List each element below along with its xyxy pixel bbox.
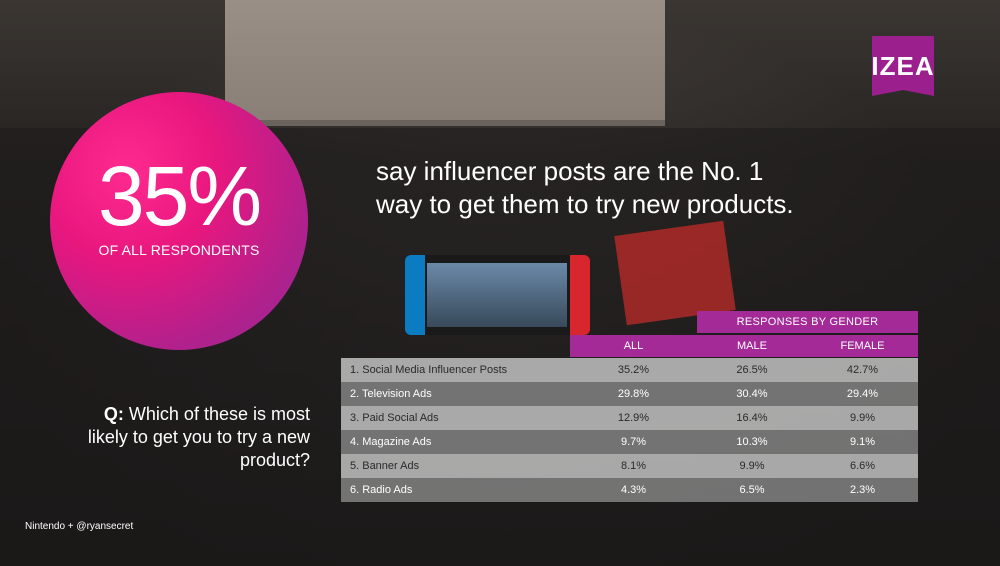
- row-label: 5. Banner Ads: [350, 460, 420, 472]
- column-header-male: MALE: [697, 335, 807, 357]
- row-label: 4. Magazine Ads: [350, 436, 432, 448]
- survey-question: Q: Which of these is most likely to get …: [60, 403, 310, 472]
- cell-male: 10.3%: [736, 436, 768, 448]
- cell-male: 16.4%: [736, 412, 768, 424]
- cell-all: 9.7%: [620, 436, 647, 448]
- column-header-all: ALL: [570, 335, 697, 357]
- question-text: Which of these is most likely to get you…: [87, 404, 310, 470]
- cell-male: 9.9%: [739, 460, 765, 472]
- game-console-illustration: [405, 255, 590, 335]
- cell-all: 4.3%: [620, 484, 647, 496]
- table-row: 3. Paid Social Ads 12.9% 16.4% 9.9%: [341, 406, 918, 430]
- column-headers: ALL MALE FEMALE: [341, 335, 918, 357]
- gender-group-header: RESPONSES BY GENDER: [697, 311, 918, 333]
- izea-logo: IZEA: [872, 36, 934, 96]
- stat-circle: 35% OF ALL RESPONDENTS: [50, 92, 308, 350]
- row-label: 2. Television Ads: [350, 388, 432, 400]
- headline: say influencer posts are the No. 1 way t…: [376, 156, 794, 219]
- table-body: 1. Social Media Influencer Posts 35.2% 2…: [341, 358, 918, 502]
- row-label: 3. Paid Social Ads: [350, 412, 439, 424]
- question-prefix: Q:: [103, 404, 124, 424]
- photo-credit: Nintendo + @ryansecret: [25, 521, 134, 532]
- game-box-illustration: [614, 220, 736, 326]
- table-row: 1. Social Media Influencer Posts 35.2% 2…: [341, 358, 918, 382]
- cell-all: 12.9%: [617, 412, 650, 424]
- cell-female: 9.9%: [849, 412, 876, 424]
- cell-all: 35.2%: [617, 364, 650, 376]
- background-table: [225, 0, 665, 126]
- cell-female: 2.3%: [849, 484, 876, 496]
- row-label: 6. Radio Ads: [350, 484, 413, 496]
- cell-female: 6.6%: [849, 460, 876, 472]
- cell-male: 30.4%: [736, 388, 768, 400]
- table-row: 4. Magazine Ads 9.7% 10.3% 9.1%: [341, 430, 918, 454]
- table-row: 2. Television Ads 29.8% 30.4% 29.4%: [341, 382, 918, 406]
- cell-all: 8.1%: [620, 460, 647, 472]
- table-row: 5. Banner Ads 8.1% 9.9% 6.6%: [341, 454, 918, 478]
- table-row: 6. Radio Ads 4.3% 6.5% 2.3%: [341, 478, 918, 502]
- cell-male: 26.5%: [736, 364, 768, 376]
- stat-label: OF ALL RESPONDENTS: [98, 242, 260, 258]
- cell-all: 29.8%: [617, 388, 650, 400]
- cell-female: 9.1%: [849, 436, 876, 448]
- cell-female: 42.7%: [846, 364, 879, 376]
- stat-value: 35%: [97, 149, 262, 243]
- column-header-female: FEMALE: [807, 335, 918, 357]
- cell-female: 29.4%: [846, 388, 879, 400]
- row-label: 1. Social Media Influencer Posts: [350, 364, 508, 376]
- cell-male: 6.5%: [739, 484, 765, 496]
